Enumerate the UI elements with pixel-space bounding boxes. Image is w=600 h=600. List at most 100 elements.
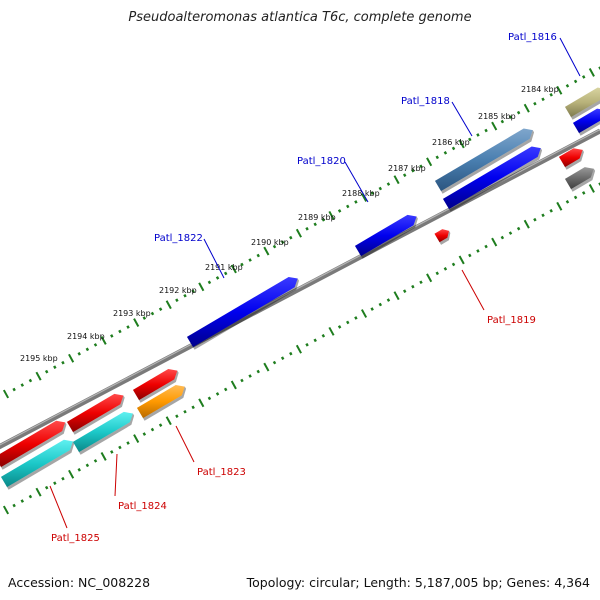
outer-scale-tick	[68, 353, 75, 363]
gene-arrow-blue-1	[186, 276, 299, 350]
outer-scale-tick	[458, 139, 465, 149]
gene-leader-line	[461, 269, 485, 311]
outer-scale-tick	[110, 334, 114, 338]
outer-scale-tick	[61, 360, 65, 365]
outer-scale-tick	[476, 133, 480, 137]
outer-scale-tick	[305, 226, 309, 231]
inner-scale-tick	[85, 463, 90, 468]
outer-scale-tick	[523, 103, 530, 113]
inner-scale-tick	[35, 487, 42, 497]
gene-arrow-red-1	[0, 420, 67, 470]
inner-scale-tick	[126, 441, 130, 445]
outer-scale-tick	[223, 271, 228, 276]
outer-scale-tick	[133, 318, 140, 327]
outer-scale-tick	[77, 352, 81, 356]
kbp-label: 2190 kbp	[251, 238, 289, 247]
gene-leader-line	[344, 161, 369, 203]
outer-scale-tick	[85, 347, 90, 352]
inner-scale-tick	[337, 325, 342, 329]
outer-scale-tick	[280, 240, 285, 244]
inner-scale-tick	[223, 387, 228, 392]
outer-scale-tick	[321, 218, 326, 222]
kbp-label: 2195 kbp	[20, 354, 58, 363]
outer-scale-tick	[165, 300, 172, 310]
inner-scale-tick	[565, 200, 570, 204]
outer-scale-tick	[573, 79, 578, 84]
outer-scale-tick	[20, 383, 24, 387]
gene-arrow-orange	[136, 384, 187, 421]
kbp-label: 2188 kbp	[342, 189, 380, 198]
outer-scale-tick	[2, 389, 10, 399]
inner-scale-tick	[484, 244, 488, 249]
outer-scale-tick	[541, 97, 545, 102]
outer-scale-tick	[198, 282, 205, 292]
gene-leader-line	[559, 37, 581, 77]
inner-scale-tick	[289, 351, 293, 356]
outer-scale-tick	[158, 307, 163, 311]
outer-scale-tick	[411, 168, 415, 173]
outer-scale-tick	[191, 289, 195, 294]
inner-scale-tick	[44, 485, 49, 490]
outer-scale-tick	[549, 92, 553, 97]
inner-scale-tick	[77, 468, 81, 472]
inner-scale-tick	[354, 316, 358, 320]
inner-scale-tick	[191, 405, 195, 410]
outer-scale-tick	[118, 329, 122, 334]
outer-scale-tick	[256, 253, 260, 258]
kbp-label: 2194 kbp	[67, 332, 105, 341]
topology-text: Topology: circular; Length: 5,187,005 bp…	[246, 575, 590, 590]
kbp-label: 2187 kbp	[388, 164, 426, 173]
gene-label-minus: Patl_1819	[487, 315, 536, 326]
inner-scale-tick	[2, 505, 10, 515]
inner-scale-tick	[272, 360, 277, 365]
genome-backbone-highlight	[0, 128, 600, 446]
inner-scale-tick	[549, 208, 553, 213]
outer-scale-tick	[435, 155, 439, 160]
outer-scale-tick	[582, 75, 586, 79]
outer-scale-tick	[142, 316, 147, 320]
outer-scale-tick	[500, 119, 505, 124]
outer-scale-tick	[556, 85, 563, 95]
gene-leader-line	[175, 425, 195, 463]
inner-scale-tick	[295, 344, 302, 354]
inner-scale-tick	[443, 267, 448, 271]
inner-scale-tick	[12, 503, 16, 508]
inner-scale-tick	[476, 249, 480, 253]
gene-arrow-blue-3	[442, 146, 543, 212]
outer-scale-tick	[346, 204, 350, 209]
inner-scale-tick	[175, 414, 179, 419]
outer-scale-tick	[53, 365, 57, 370]
outer-scale-tick	[426, 157, 433, 167]
inner-scale-tick	[582, 191, 586, 195]
genome-title: Pseudoalteromonas atlantica T6c, complet…	[128, 10, 472, 25]
outer-scale-tick	[126, 325, 130, 329]
inner-scale-tick	[393, 291, 400, 301]
inner-scale-tick	[133, 434, 140, 443]
inner-scale-tick	[20, 499, 24, 503]
outer-scale-tick	[150, 311, 155, 316]
outer-scale-tick	[533, 101, 537, 106]
inner-scale-tick	[346, 320, 350, 325]
outer-scale-tick	[100, 335, 107, 345]
inner-scale-tick	[240, 378, 244, 383]
accession-text: Accession: NC_008228	[8, 575, 151, 590]
inner-scale-tick	[378, 302, 383, 307]
inner-scale-tick	[183, 409, 187, 414]
outer-scale-tick	[263, 246, 270, 256]
kbp-label: 2185 kbp	[478, 112, 516, 121]
outer-scale-tick	[215, 276, 220, 280]
inner-scale-tick	[61, 476, 65, 481]
inner-scale-tick	[150, 427, 155, 432]
inner-scale-tick	[280, 356, 285, 360]
gene-arrow-red-4	[558, 148, 584, 170]
inner-scale-tick	[573, 195, 578, 200]
gene-arrow-gray	[564, 167, 596, 192]
inner-scale-tick	[142, 432, 147, 436]
inner-scale-tick	[100, 451, 107, 461]
inner-scale-tick	[263, 362, 270, 372]
gene-arrow-steel	[434, 128, 535, 194]
inner-scale-tick	[500, 235, 505, 240]
outer-scale-tick	[491, 121, 498, 131]
gene-arrow-red-3	[132, 369, 179, 403]
